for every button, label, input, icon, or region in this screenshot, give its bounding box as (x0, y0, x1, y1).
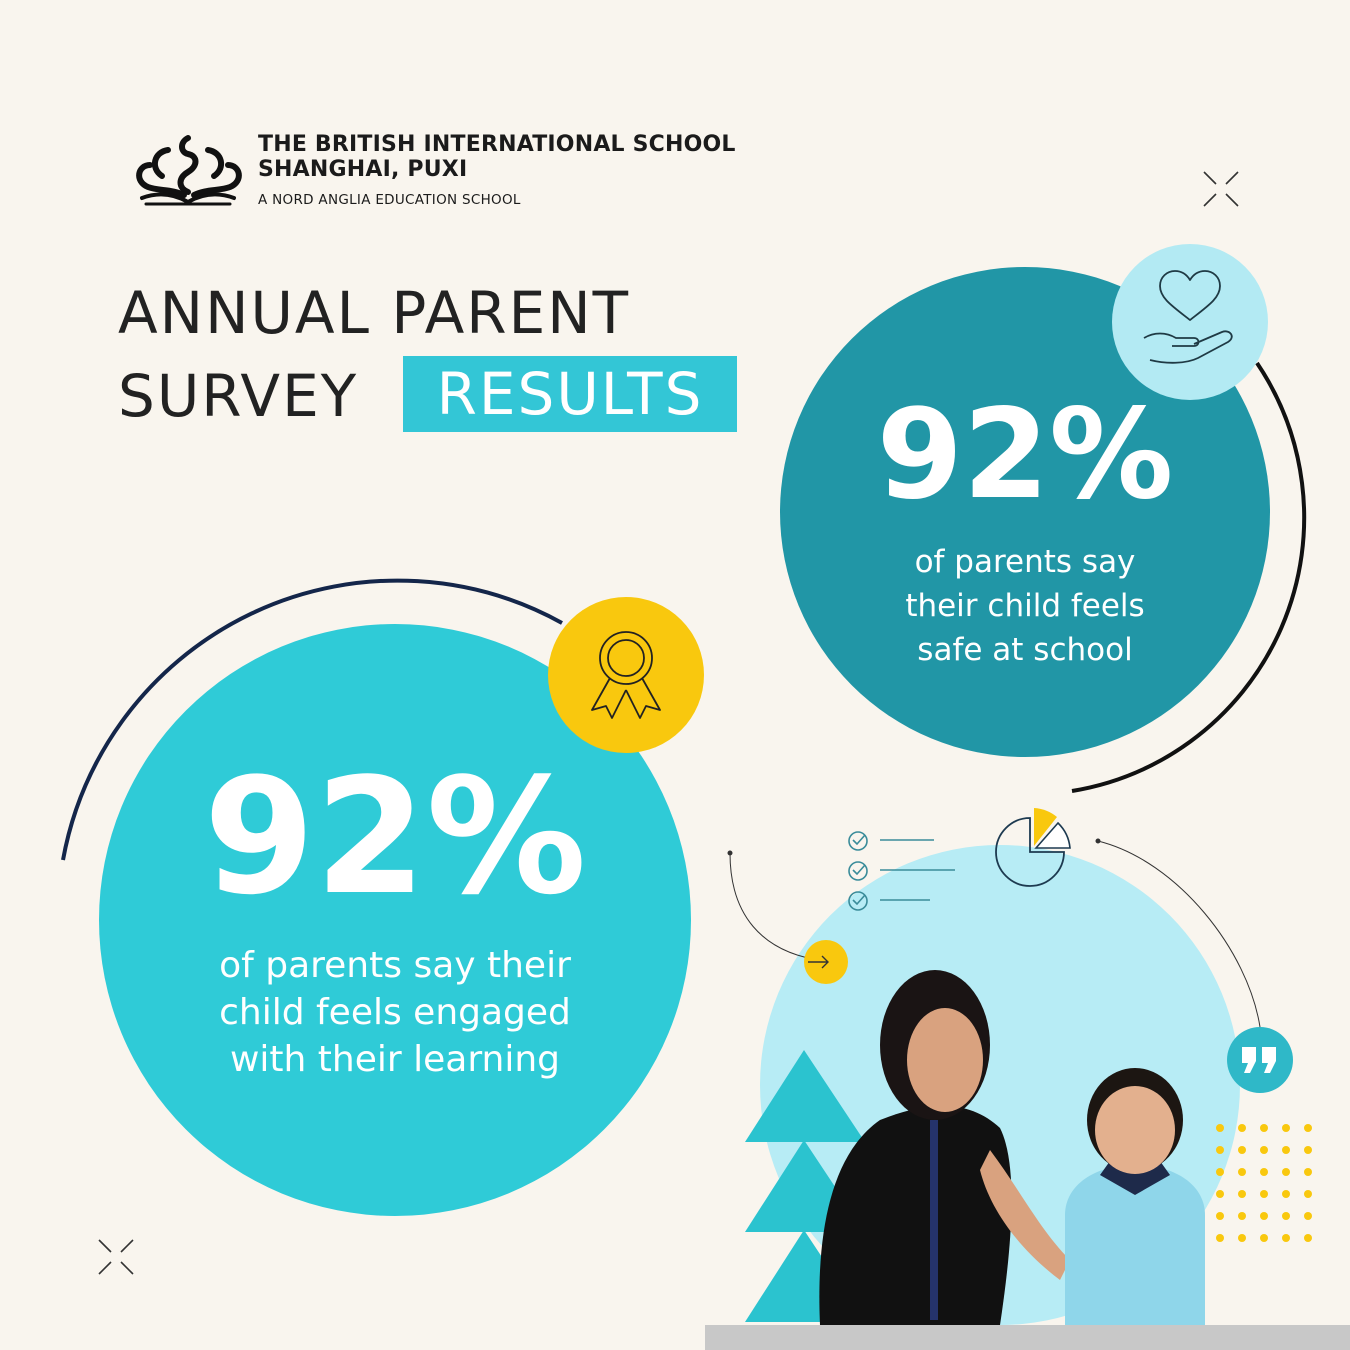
dot (1260, 1168, 1268, 1176)
sparkle-x-icon (98, 1239, 134, 1275)
dot (1282, 1234, 1290, 1242)
dot (1238, 1212, 1246, 1220)
caption-line: of parents say (914, 544, 1136, 580)
dot (1282, 1168, 1290, 1176)
dot (1216, 1212, 1224, 1220)
stat-value-engaged: 92% (203, 743, 587, 930)
arc-decoration (61, 578, 563, 861)
dot (1282, 1212, 1290, 1220)
dot (1260, 1234, 1268, 1242)
dot (1282, 1146, 1290, 1154)
crest-swan-book-icon (136, 135, 242, 206)
page-title-line2: SURVEY (118, 362, 359, 430)
checklist-icon (848, 831, 955, 911)
heart-in-hand-icon (1143, 270, 1233, 364)
photo-teacher-and-child (819, 970, 1205, 1325)
caption-line: child feels engaged (219, 992, 571, 1033)
dot (1304, 1146, 1312, 1154)
dot (1260, 1124, 1268, 1132)
dot (1282, 1124, 1290, 1132)
dot (1304, 1212, 1312, 1220)
pie-chart-icon (995, 808, 1071, 887)
quote-icon (1242, 1047, 1276, 1073)
school-subtitle: A NORD ANGLIA EDUCATION SCHOOL (258, 192, 521, 208)
dot (1238, 1190, 1246, 1198)
arrow-right-icon (808, 955, 829, 969)
stat-value-safe: 92% (876, 383, 1174, 527)
school-name-line2: SHANGHAI, PUXI (258, 157, 468, 182)
dot (1260, 1146, 1268, 1154)
caption-line: safe at school (917, 632, 1133, 668)
arc-decoration (1071, 361, 1307, 793)
dot (1304, 1168, 1312, 1176)
stat-circle-engaged (99, 624, 691, 1216)
stat-caption-engaged: of parents say their child feels engaged… (100, 942, 690, 1083)
dot (1216, 1124, 1224, 1132)
icon-badge (548, 597, 704, 753)
icon-badge (1112, 244, 1268, 400)
stat-circle-safe (780, 267, 1270, 757)
connector-lines (727, 838, 1261, 1028)
dot (1238, 1168, 1246, 1176)
dot (1282, 1190, 1290, 1198)
dot-grid (1216, 1124, 1312, 1242)
dot (1216, 1146, 1224, 1154)
stat-caption-safe: of parents say their child feels safe at… (780, 540, 1270, 672)
dot (1304, 1124, 1312, 1132)
award-ribbon-icon (591, 631, 661, 719)
caption-line: of parents say their (219, 945, 571, 986)
sparkle-x-icon (1203, 171, 1239, 207)
dot (1260, 1212, 1268, 1220)
dot (1216, 1190, 1224, 1198)
caption-line: their child feels (905, 588, 1145, 624)
bottom-strip (705, 1325, 1350, 1350)
dot (1238, 1124, 1246, 1132)
dot (1238, 1146, 1246, 1154)
caption-line: with their learning (229, 1039, 560, 1080)
dot (1304, 1190, 1312, 1198)
dot (1304, 1234, 1312, 1242)
dot (1216, 1168, 1224, 1176)
dot (1260, 1190, 1268, 1198)
school-name-line1: THE BRITISH INTERNATIONAL SCHOOL (258, 132, 736, 157)
dot (1238, 1234, 1246, 1242)
quote-badge (1227, 1027, 1293, 1093)
page-title-highlight: RESULTS (403, 356, 737, 432)
school-name: THE BRITISH INTERNATIONAL SCHOOL SHANGHA… (258, 132, 736, 182)
dot (1216, 1234, 1224, 1242)
page-title-line1: ANNUAL PARENT (118, 279, 631, 347)
